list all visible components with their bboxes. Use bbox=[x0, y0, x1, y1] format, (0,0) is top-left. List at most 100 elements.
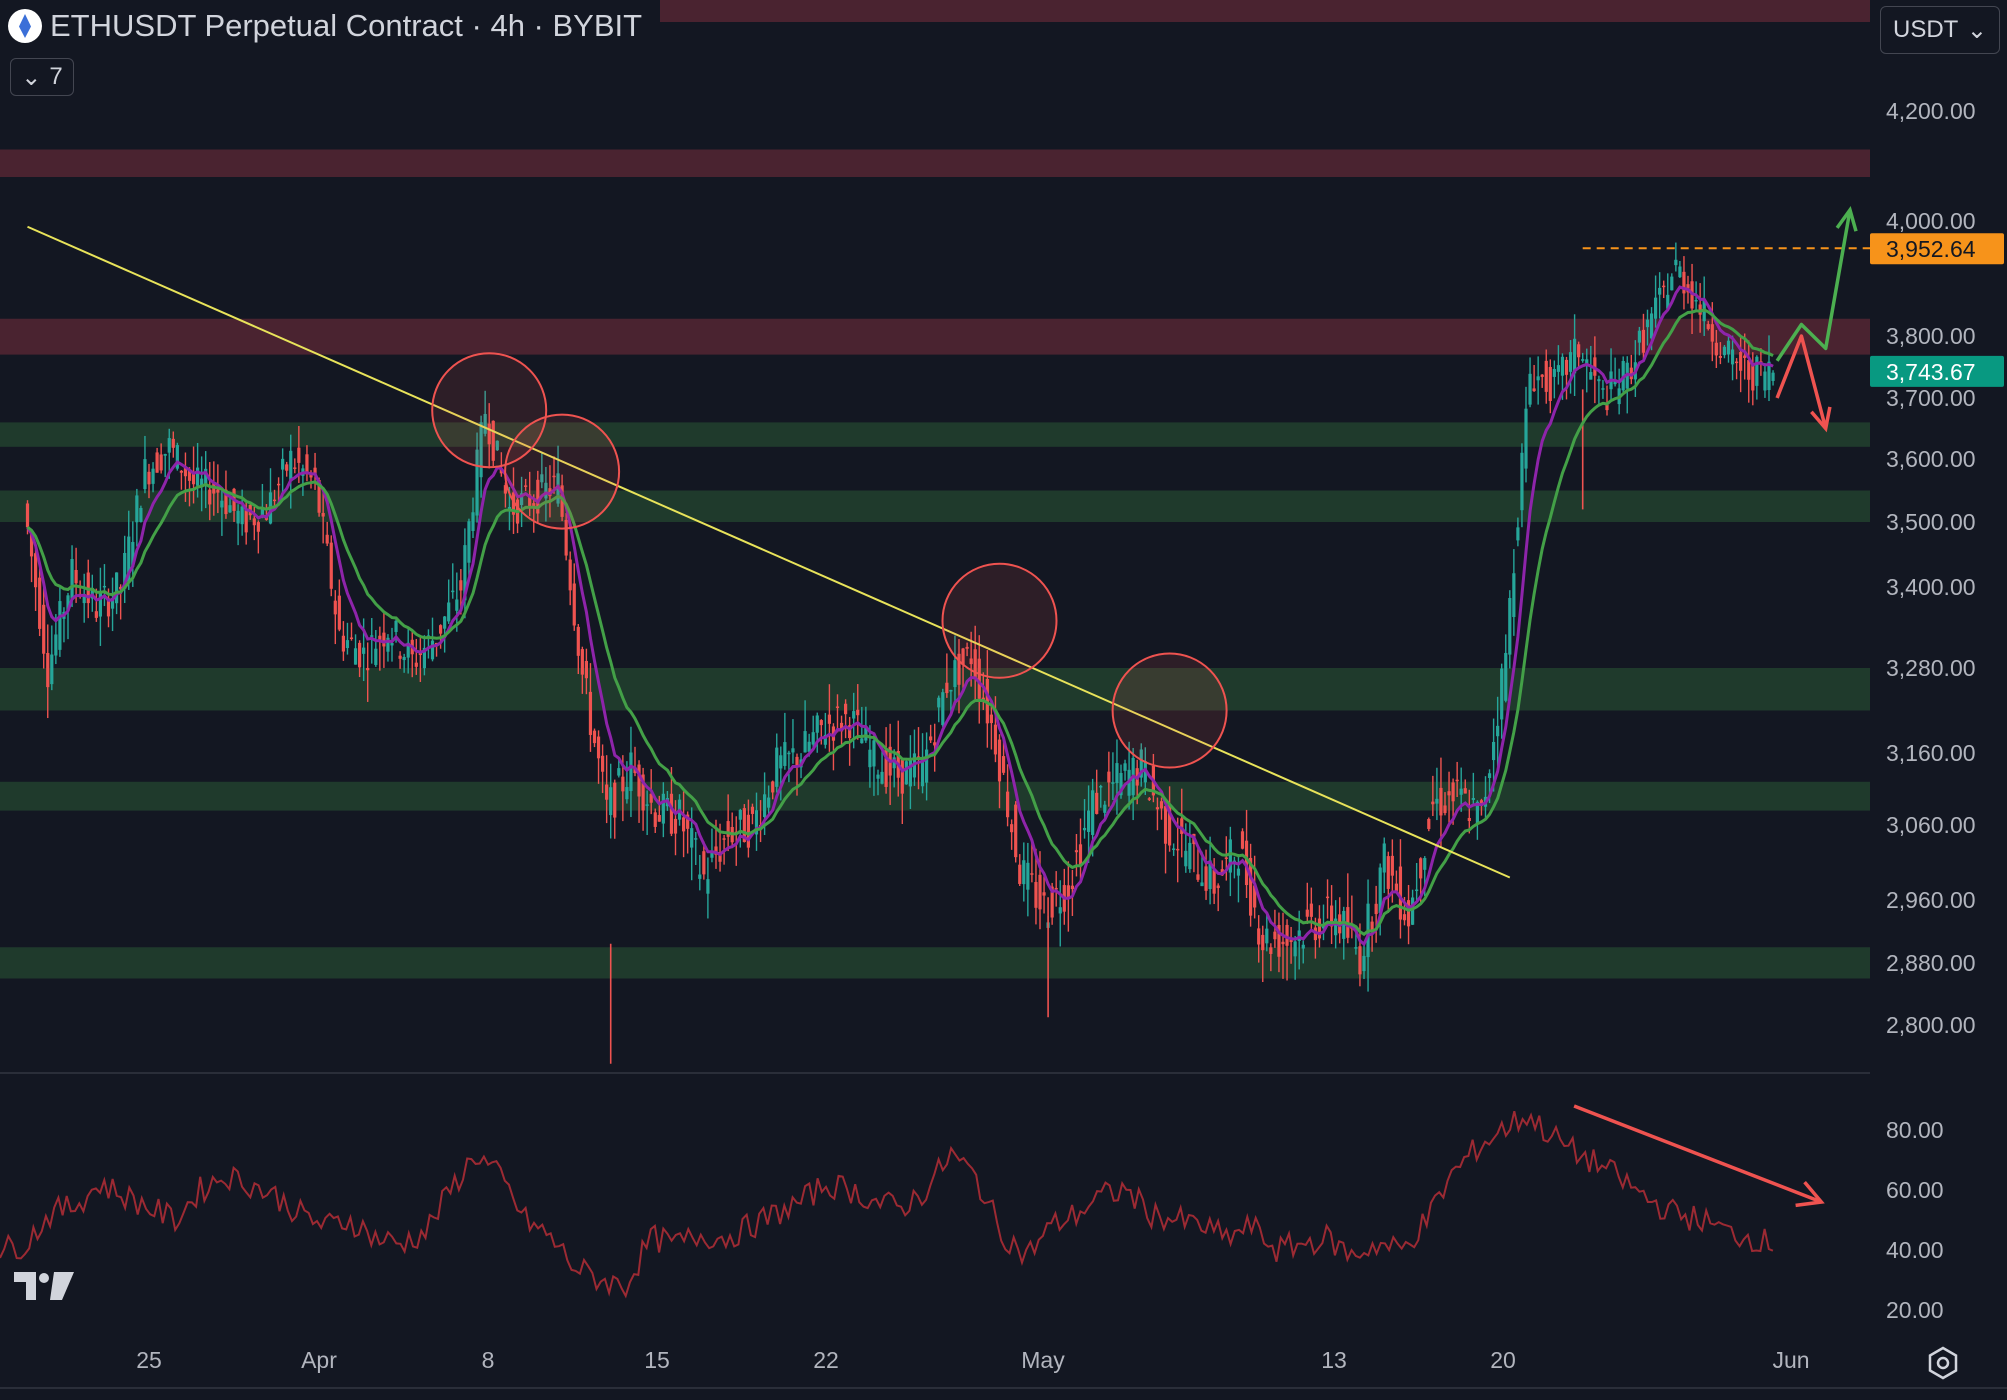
candle-body bbox=[1224, 857, 1228, 859]
candle-body bbox=[904, 761, 908, 785]
candle-body bbox=[483, 413, 487, 434]
candle-body bbox=[1743, 355, 1747, 358]
candle-body bbox=[1439, 787, 1443, 816]
candle-body bbox=[1694, 300, 1698, 302]
candle-body bbox=[1030, 873, 1034, 875]
time-axis-label: 20 bbox=[1490, 1347, 1516, 1373]
candle-body bbox=[1301, 944, 1305, 949]
price-axis-label: 2,960.00 bbox=[1886, 887, 1976, 913]
candle-body bbox=[1706, 324, 1710, 329]
indicators-toggle-button[interactable]: ⌄ 7 bbox=[10, 58, 74, 96]
price-axis-label: 3,160.00 bbox=[1886, 740, 1976, 766]
candle-body bbox=[1427, 818, 1431, 829]
candle-body bbox=[1415, 889, 1419, 892]
candle-body bbox=[710, 851, 714, 858]
candle-body bbox=[1050, 886, 1054, 918]
candle-body bbox=[127, 536, 131, 583]
candle-body bbox=[463, 545, 467, 601]
candle-body bbox=[1487, 773, 1492, 778]
candle-body bbox=[321, 512, 325, 517]
candle-body bbox=[317, 480, 321, 513]
candle-body bbox=[872, 740, 876, 767]
candle-body bbox=[1540, 374, 1544, 377]
candle-body bbox=[779, 755, 783, 769]
candle-body bbox=[297, 447, 301, 463]
candle-body bbox=[1402, 914, 1407, 921]
projection-down-arrow-head bbox=[1810, 406, 1832, 433]
candle-body bbox=[1747, 360, 1751, 380]
candle-body bbox=[167, 438, 171, 453]
candle-body bbox=[1581, 359, 1585, 361]
candle-body bbox=[353, 648, 358, 665]
tradingview-logo-icon[interactable] bbox=[14, 1272, 78, 1302]
candle-body bbox=[653, 812, 657, 827]
candle-body bbox=[1500, 668, 1504, 720]
candle-body bbox=[1585, 359, 1589, 367]
candle-body bbox=[1730, 349, 1735, 365]
last-price-tag bbox=[1870, 355, 2004, 387]
candle-body bbox=[1022, 860, 1026, 885]
divergence-arrow-head bbox=[1795, 1180, 1825, 1208]
candle-body bbox=[795, 756, 799, 768]
candle-body bbox=[1309, 903, 1313, 917]
candle-body bbox=[1139, 749, 1143, 778]
candle-body bbox=[467, 521, 471, 563]
candle-body bbox=[1176, 848, 1180, 851]
candle-body bbox=[285, 464, 289, 471]
candle-body bbox=[1249, 857, 1253, 916]
candle-body bbox=[1524, 408, 1528, 469]
candle-body bbox=[1293, 941, 1297, 957]
candle-body bbox=[1589, 372, 1593, 380]
candle-body bbox=[390, 642, 394, 646]
candle-body bbox=[1054, 887, 1058, 890]
candle-body bbox=[82, 593, 86, 604]
candle-body bbox=[1451, 782, 1455, 802]
candle-body bbox=[337, 595, 341, 630]
chevron-down-icon: ⌄ bbox=[1966, 16, 1987, 44]
candle-body bbox=[345, 640, 350, 649]
candle-body bbox=[281, 458, 285, 470]
candle-body bbox=[1163, 806, 1168, 844]
candle-body bbox=[1771, 372, 1775, 381]
currency-select[interactable]: USDT ⌄ bbox=[1880, 6, 2000, 54]
candle-body bbox=[139, 507, 143, 522]
candle-body bbox=[702, 851, 706, 875]
candle-body bbox=[110, 598, 115, 609]
candle-body bbox=[1014, 804, 1018, 858]
candle-body bbox=[94, 611, 98, 618]
candle-body bbox=[1099, 786, 1103, 788]
touch-point-circle bbox=[941, 562, 1058, 679]
candle-body bbox=[868, 749, 872, 768]
candle-body bbox=[119, 586, 123, 590]
symbol-header[interactable]: ETHUSDT Perpetual Contract · 4h · BYBIT bbox=[8, 8, 642, 44]
candle-body bbox=[629, 752, 633, 792]
candle-body bbox=[1147, 798, 1151, 800]
candle-body bbox=[74, 569, 78, 584]
candle-body bbox=[398, 655, 402, 659]
candle-body bbox=[1463, 788, 1467, 794]
candle-body bbox=[1119, 772, 1123, 796]
candle-body bbox=[451, 590, 455, 593]
candle-body bbox=[1678, 266, 1682, 278]
candle-body bbox=[860, 738, 864, 744]
candle-body bbox=[953, 660, 957, 688]
candle-body bbox=[823, 734, 827, 745]
projection-up-arrow-head bbox=[1835, 206, 1858, 232]
settings-gear-icon[interactable] bbox=[1925, 1345, 1961, 1381]
candle-body bbox=[406, 642, 410, 658]
candle-body bbox=[329, 542, 333, 589]
candle-body bbox=[839, 722, 844, 732]
candle-body bbox=[143, 459, 147, 490]
candle-body bbox=[1649, 313, 1654, 339]
candle-body bbox=[414, 662, 418, 667]
candle-body bbox=[1573, 338, 1577, 374]
candle-body bbox=[25, 503, 30, 528]
candle-body bbox=[309, 473, 313, 478]
candle-body bbox=[1718, 355, 1722, 358]
candle-body bbox=[1228, 839, 1232, 873]
candle-body bbox=[123, 552, 127, 589]
candle-body bbox=[949, 689, 953, 692]
candle-body bbox=[1467, 817, 1471, 822]
